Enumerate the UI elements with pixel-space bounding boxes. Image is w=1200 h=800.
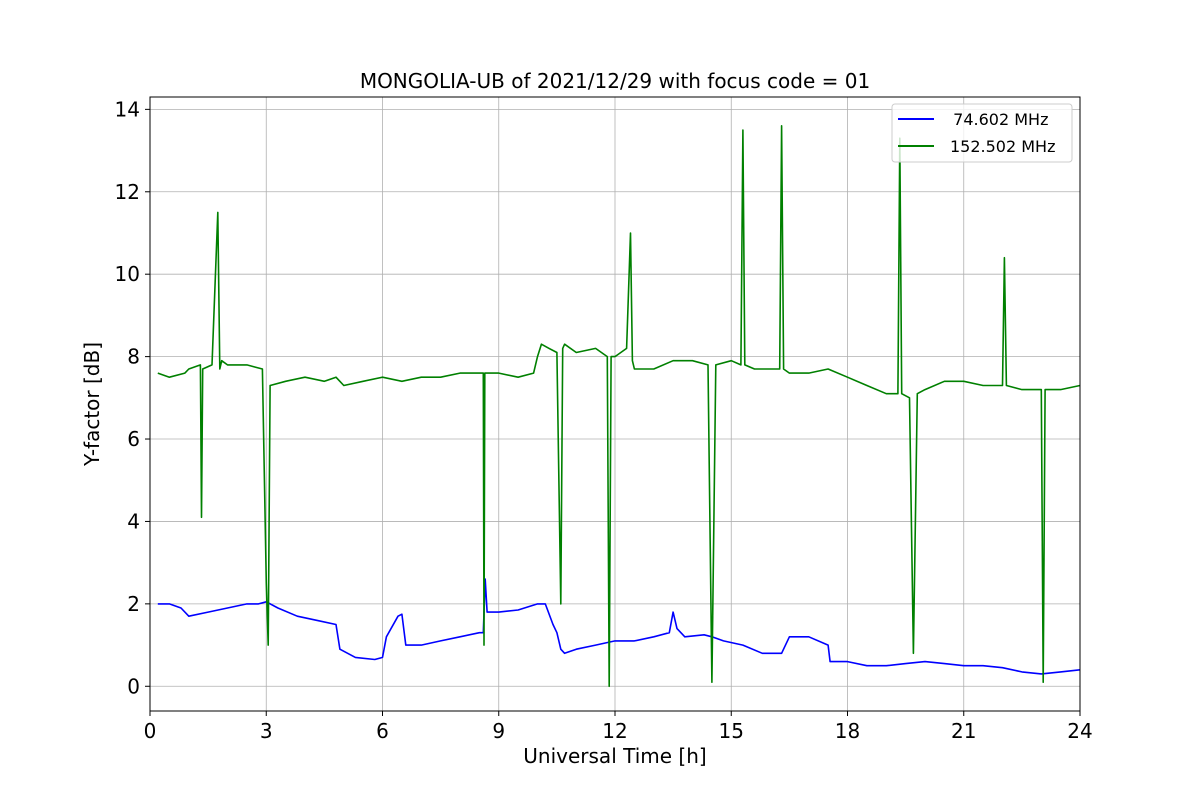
legend-label-74-mhz: 74.602 MHz	[943, 110, 1048, 129]
series-line-1	[157, 125, 1081, 688]
x-tick-label: 15	[719, 719, 744, 743]
x-tick-label: 9	[492, 719, 505, 743]
legend-box	[891, 103, 1073, 163]
y-tick-label: 4	[127, 509, 140, 533]
legend: 74.602 MHz 152.502 MHz	[891, 103, 1073, 163]
x-tick-label: 21	[951, 719, 976, 743]
x-tick-label: 24	[1067, 719, 1092, 743]
y-tick-label: 10	[115, 262, 140, 286]
y-axis-ticks: 0 2 4 6 8 10 12 14	[115, 97, 150, 698]
x-tick-label: 12	[602, 719, 627, 743]
plot-area	[149, 96, 1081, 712]
y-tick-label: 14	[115, 97, 140, 121]
x-axis-ticks: 0 3 6 9 12 15 18 21 24	[144, 711, 1093, 743]
legend-label-152-mhz: 152.502 MHz	[950, 137, 1055, 156]
x-tick-label: 0	[144, 719, 157, 743]
series-line-0	[157, 578, 1081, 675]
y-axis-label: Y-factor [dB]	[80, 342, 104, 467]
chart-title: MONGOLIA-UB of 2021/12/29 with focus cod…	[360, 69, 870, 93]
y-tick-label: 6	[127, 427, 140, 451]
y-tick-label: 12	[115, 180, 140, 204]
x-tick-label: 6	[376, 719, 389, 743]
x-tick-label: 18	[835, 719, 860, 743]
series-layer	[157, 125, 1081, 688]
y-tick-label: 2	[127, 592, 140, 616]
x-tick-label: 3	[260, 719, 273, 743]
x-axis-label: Universal Time [h]	[523, 744, 706, 768]
y-tick-label: 0	[127, 674, 140, 698]
y-tick-label: 8	[127, 345, 140, 369]
